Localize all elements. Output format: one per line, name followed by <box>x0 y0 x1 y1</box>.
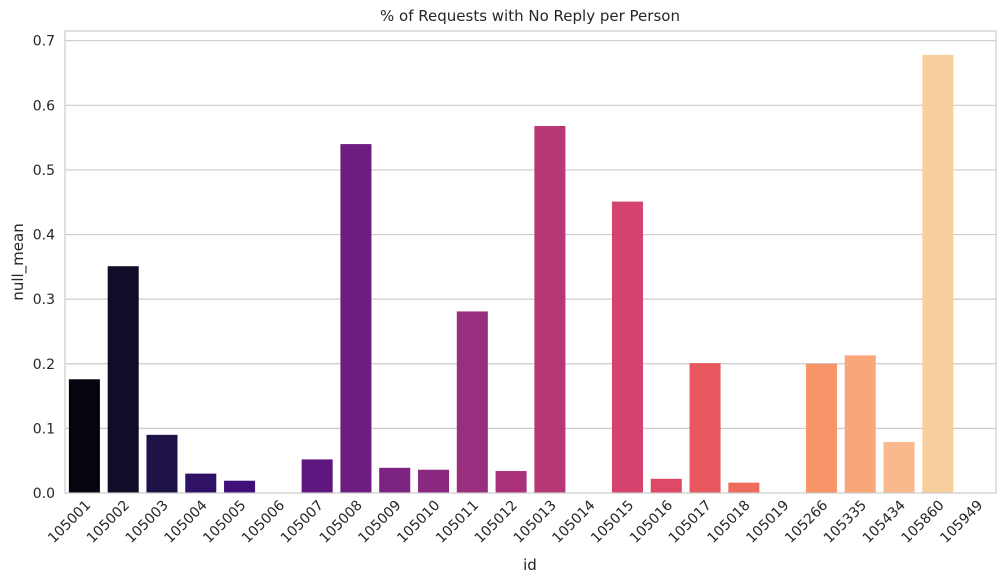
bars <box>68 54 954 494</box>
x-axis-title: id <box>523 556 537 574</box>
bar-105860 <box>922 54 954 494</box>
bar-105007 <box>301 459 333 493</box>
y-tick-label: 0.6 <box>33 98 55 114</box>
bar-105016 <box>650 478 682 493</box>
x-tick-label: 105949 <box>937 498 986 547</box>
y-tick-label: 0.4 <box>33 228 55 244</box>
y-tick-label: 0.2 <box>33 357 55 373</box>
y-tick-label: 0.3 <box>33 292 55 308</box>
bar-105002 <box>107 266 139 493</box>
bar-105015 <box>611 201 643 494</box>
y-tick-label: 0.0 <box>33 486 55 502</box>
y-tick-label: 0.1 <box>33 421 55 437</box>
bar-105009 <box>379 467 411 493</box>
x-tick-labels: 1050011050021050031050041050051050061050… <box>45 497 986 546</box>
plot-area-background <box>65 31 996 493</box>
bar-105011 <box>456 311 488 493</box>
bar-105010 <box>418 469 450 493</box>
y-tick-label: 0.5 <box>33 163 55 179</box>
chart-title: % of Requests with No Reply per Person <box>380 7 680 25</box>
bar-105018 <box>728 482 760 493</box>
plot-frame <box>64 30 997 494</box>
bar-105012 <box>495 471 527 493</box>
bar-105335 <box>844 355 876 493</box>
bar-105003 <box>146 434 178 493</box>
bar-105434 <box>883 441 915 493</box>
bar-105005 <box>224 480 256 493</box>
y-tick-label: 0.7 <box>33 34 55 50</box>
bar-105004 <box>185 473 217 493</box>
bar-105017 <box>689 363 721 493</box>
grid-lines <box>65 40 996 429</box>
y-tick-labels: 0.0 0.1 0.2 0.3 0.4 0.5 0.6 0.7 <box>33 34 55 502</box>
bar-105001 <box>68 379 100 493</box>
bar-105266 <box>805 363 837 493</box>
bar-105008 <box>340 144 372 494</box>
bar-105013 <box>534 125 566 493</box>
y-axis-title: null_mean <box>9 223 28 300</box>
